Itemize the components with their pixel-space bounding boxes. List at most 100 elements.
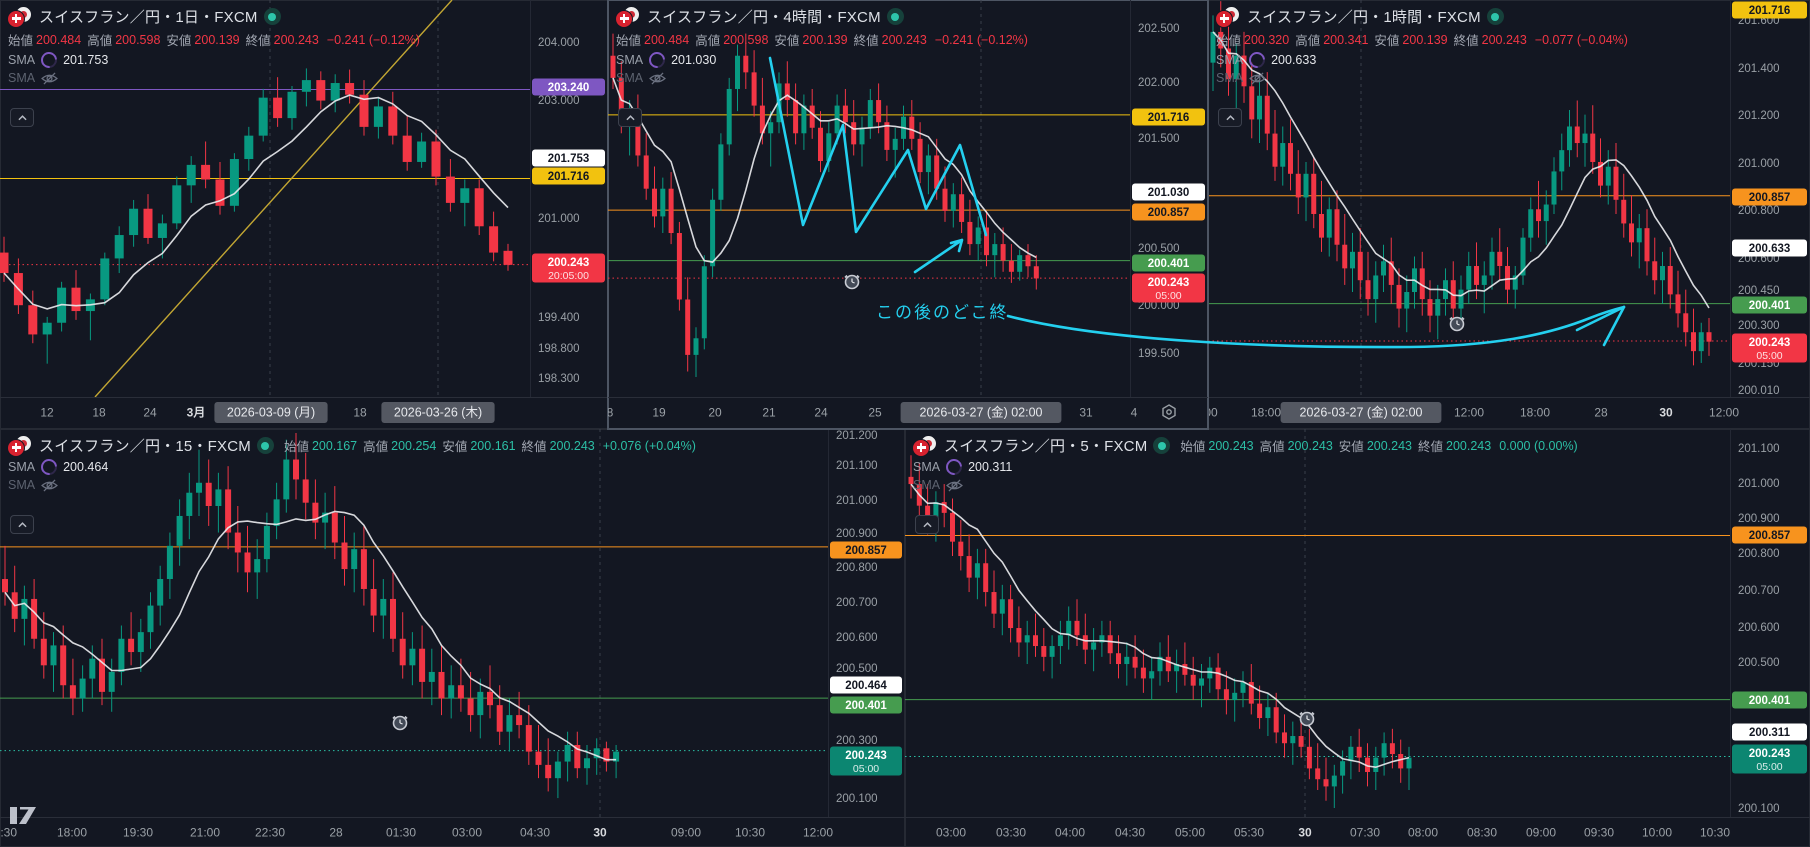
time-tick: 16:30 [0,826,17,840]
market-status-icon[interactable] [886,8,904,25]
time-axis-settings-icon[interactable] [1162,404,1176,420]
svg-text:200.243: 200.243 [845,750,887,762]
chart-panel-15m: 201.200 201.100 201.000 200.900 200.800 200.7… [0,429,905,847]
eye-hidden-icon[interactable] [946,478,964,492]
horizontal-price-lines[interactable] [0,546,828,752]
symbol-title[interactable]: スイスフラン／円・15・FXCM [39,438,251,455]
price-badge: 203.240 [532,78,605,96]
sma-hidden-row[interactable]: SMA [1216,71,1628,85]
time-marker-badge: 2026-03-26 (木) [381,402,495,423]
svg-text:201.716: 201.716 [1749,5,1791,17]
time-marker-badge: 2026-03-27 (金) 02:00 [900,402,1062,423]
svg-text:05:00: 05:00 [853,763,879,775]
time-scale[interactable]: 16:30 18:00 19:30 21:00 22:30 28 01:30 03:00 04:… [0,826,833,840]
price-tick: 201.200 [1738,110,1780,122]
price-scale[interactable]: 202.500202.000201.500200.500200.000199.5… [1132,23,1205,360]
collapse-legend-button[interactable] [618,108,642,127]
time-scale[interactable]: 00 18:00 2026-03-27 (金) 02:00 12:00 18:00 28 3… [1208,402,1739,423]
time-tick: 09:00 [1526,826,1556,840]
price-tick: 201.000 [836,495,878,507]
sma-loading-icon [37,48,61,72]
time-tick: 05:30 [1234,826,1264,840]
price-alert-clock-icon[interactable] [1299,711,1315,727]
svg-text:201.753: 201.753 [548,153,590,165]
symbol-title[interactable]: スイスフラン／円・1時間・FXCM [1247,9,1481,26]
time-tick: 30 [1659,406,1673,420]
price-alert-clock-icon[interactable] [844,274,860,290]
market-status-icon[interactable] [256,437,274,454]
time-tick: 03:00 [936,826,966,840]
symbol-title[interactable]: スイスフラン／円・4時間・FXCM [647,9,881,26]
price-scale[interactable]: 201.100 201.000 200.900 200.800 200.700 200.6… [1732,443,1807,815]
price-tick: 198.800 [538,343,580,355]
sma-indicator-row[interactable]: SMA 201.753 [8,48,420,72]
price-badge: 201.753 [532,149,605,167]
sma-hidden-row[interactable]: SMA [616,71,1028,85]
eye-hidden-icon[interactable] [1249,71,1267,85]
sma-hidden-row[interactable]: SMA [8,71,420,85]
sma-hidden-row[interactable]: SMA [8,478,696,492]
svg-text:200.857: 200.857 [1749,192,1791,204]
price-tick: 200.600 [836,632,878,644]
price-tick: 201.400 [1738,63,1780,75]
sma-loading-icon [37,455,61,479]
horizontal-price-lines[interactable] [608,114,1130,279]
price-tick: 201.000 [1738,478,1780,490]
collapse-legend-button[interactable] [10,108,34,127]
price-tick: 200.100 [836,793,878,805]
price-scale[interactable]: 204.000 203.000 201.000 199.400 198.800 198.3… [532,37,605,385]
chart-canvas-15m[interactable]: 201.200 201.100 201.000 200.900 200.800 200.7… [0,429,905,847]
chart-canvas-1h[interactable]: 201.600201.400201.200201.000200.800200.6… [1208,0,1810,429]
price-alert-clock-icon[interactable] [1449,316,1465,332]
time-tick: 08:30 [1467,826,1497,840]
time-tick: 22:30 [255,826,285,840]
time-tick: 28 [1594,406,1608,420]
symbol-title[interactable]: スイスフラン／円・1日・FXCM [39,9,258,26]
sma-hidden-row[interactable]: SMA [913,478,1578,492]
svg-text:2026-03-27 (金) 02:00: 2026-03-27 (金) 02:00 [1300,405,1423,420]
price-tick: 200.450 [1738,285,1780,297]
sma-indicator-row[interactable]: SMA 200.311 [913,455,1578,479]
price-alert-clock-icon[interactable] [392,715,408,731]
time-tick: 09:00 [671,826,701,840]
trend-line[interactable] [94,0,453,398]
eye-hidden-icon[interactable] [41,71,59,85]
eye-hidden-icon[interactable] [41,478,59,492]
eye-hidden-icon[interactable] [649,71,667,85]
time-tick: 00 [1208,406,1218,420]
time-scale[interactable]: 12 18 24 3月 2026-03-09 (月) 18 2026-03-26 (木) [40,402,495,423]
collapse-legend-button[interactable] [10,515,34,534]
collapse-legend-button[interactable] [1218,108,1242,127]
candlestick-series [610,33,1039,378]
market-status-icon[interactable] [1486,8,1504,25]
chart-canvas-1d[interactable]: 204.000 203.000 201.000 199.400 198.800 198.3… [0,0,608,429]
time-tick: 3月 [187,406,206,420]
time-scale[interactable]: 03:00 03:30 04:00 04:30 05:00 05:30 30 07:30 08:… [936,826,1730,840]
chart-canvas-5m[interactable]: 201.100 201.000 200.900 200.800 200.700 200.6… [905,429,1810,847]
price-tick: 199.500 [1138,348,1180,360]
price-tick: 200.500 [1738,657,1780,669]
symbol-title[interactable]: スイスフラン／円・5・FXCM [944,438,1148,455]
sma-indicator-row[interactable]: SMA 201.030 [616,48,1028,72]
horizontal-price-lines[interactable] [0,88,530,266]
price-badge: 201.716 [1732,1,1807,19]
horizontal-price-lines[interactable] [905,535,1730,758]
price-tick: 201.200 [836,430,878,442]
collapse-legend-button[interactable] [915,515,939,534]
market-status-icon[interactable] [1153,437,1171,454]
time-scale[interactable]: 8 19 20 21 24 25 2026-03-27 (金) 02:00 31 4 [608,402,1138,423]
candlestick-series [908,455,1412,809]
market-status-icon[interactable] [263,8,281,25]
time-tick: 18:00 [1251,406,1281,420]
price-scale[interactable]: 201.200 201.100 201.000 200.900 200.800 200.7… [830,430,902,805]
sma-indicator-row[interactable]: SMA 200.633 [1216,48,1628,72]
price-scale[interactable]: 201.600201.400201.200201.000200.800200.6… [1732,1,1807,398]
price-badge: 200.857 [1132,203,1205,221]
tradingview-logo[interactable] [10,805,37,831]
time-tick: 18 [92,406,106,420]
price-tick: 200.800 [1738,548,1780,560]
svg-text:200.311: 200.311 [1749,727,1791,739]
sma-indicator-row[interactable]: SMA 200.464 [8,455,696,479]
